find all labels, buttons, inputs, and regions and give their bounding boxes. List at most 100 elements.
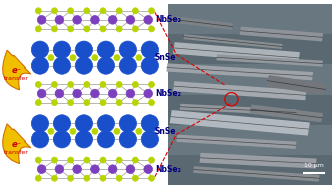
Ellipse shape [91,165,99,174]
Ellipse shape [52,81,58,88]
Ellipse shape [53,131,71,148]
Ellipse shape [75,115,93,132]
Ellipse shape [68,157,74,163]
Ellipse shape [84,175,90,181]
Ellipse shape [53,41,71,58]
Ellipse shape [116,157,122,163]
Ellipse shape [132,81,138,88]
Bar [168,4,332,185]
Ellipse shape [119,115,137,132]
Ellipse shape [68,81,74,88]
Text: NbSe₂: NbSe₂ [155,15,181,24]
Ellipse shape [100,81,106,88]
Ellipse shape [35,81,41,88]
Polygon shape [173,81,306,100]
Ellipse shape [116,100,122,106]
Polygon shape [239,27,323,41]
Ellipse shape [100,175,106,181]
Ellipse shape [144,165,153,174]
Ellipse shape [84,26,90,32]
Ellipse shape [114,55,120,61]
Ellipse shape [84,100,90,106]
Ellipse shape [52,175,58,181]
Ellipse shape [136,55,142,61]
Ellipse shape [119,131,137,148]
Ellipse shape [37,165,46,174]
Ellipse shape [132,8,138,14]
Ellipse shape [126,165,135,174]
Polygon shape [173,42,300,64]
Ellipse shape [149,157,155,163]
Ellipse shape [35,157,41,163]
Ellipse shape [132,100,138,106]
Ellipse shape [136,128,142,134]
FancyArrowPatch shape [3,50,31,90]
Polygon shape [199,153,317,169]
Ellipse shape [31,57,49,74]
Ellipse shape [37,89,46,98]
Ellipse shape [141,57,159,74]
Ellipse shape [116,175,122,181]
Ellipse shape [52,157,58,163]
Ellipse shape [92,55,98,61]
Text: transfer: transfer [4,76,29,81]
Ellipse shape [35,175,41,181]
Bar [168,34,332,64]
Ellipse shape [100,157,106,163]
Ellipse shape [126,89,135,98]
Ellipse shape [108,165,117,174]
Ellipse shape [119,57,137,74]
Ellipse shape [31,41,49,58]
Polygon shape [183,34,283,49]
Ellipse shape [114,128,120,134]
Ellipse shape [31,131,49,148]
Polygon shape [169,110,310,136]
Ellipse shape [68,175,74,181]
Ellipse shape [70,55,76,61]
Ellipse shape [149,8,155,14]
Ellipse shape [97,41,115,58]
Text: NbSe₂: NbSe₂ [155,89,181,98]
FancyArrowPatch shape [3,124,31,163]
Bar [168,155,332,185]
Ellipse shape [144,15,153,24]
Ellipse shape [116,81,122,88]
Ellipse shape [48,55,54,61]
Ellipse shape [141,131,159,148]
Ellipse shape [35,100,41,106]
Ellipse shape [100,26,106,32]
Ellipse shape [84,81,90,88]
Ellipse shape [149,26,155,32]
Ellipse shape [91,89,99,98]
Ellipse shape [68,100,74,106]
Ellipse shape [149,175,155,181]
Text: SnSe: SnSe [155,53,176,62]
Ellipse shape [48,128,54,134]
Ellipse shape [132,26,138,32]
Ellipse shape [149,81,155,88]
Ellipse shape [84,8,90,14]
Bar [168,4,332,34]
Ellipse shape [126,15,135,24]
Ellipse shape [52,26,58,32]
Ellipse shape [70,128,76,134]
Polygon shape [166,15,233,30]
Bar [168,64,332,94]
Ellipse shape [31,115,49,132]
Ellipse shape [73,165,82,174]
Polygon shape [266,75,327,95]
Text: transfer: transfer [4,150,29,155]
Ellipse shape [97,131,115,148]
Polygon shape [166,63,313,80]
Ellipse shape [144,89,153,98]
Ellipse shape [132,175,138,181]
Polygon shape [176,135,296,149]
Text: e⁻: e⁻ [12,140,22,149]
Ellipse shape [132,157,138,163]
Ellipse shape [68,26,74,32]
Ellipse shape [92,128,98,134]
Ellipse shape [68,8,74,14]
Ellipse shape [97,115,115,132]
Ellipse shape [100,100,106,106]
Ellipse shape [53,57,71,74]
